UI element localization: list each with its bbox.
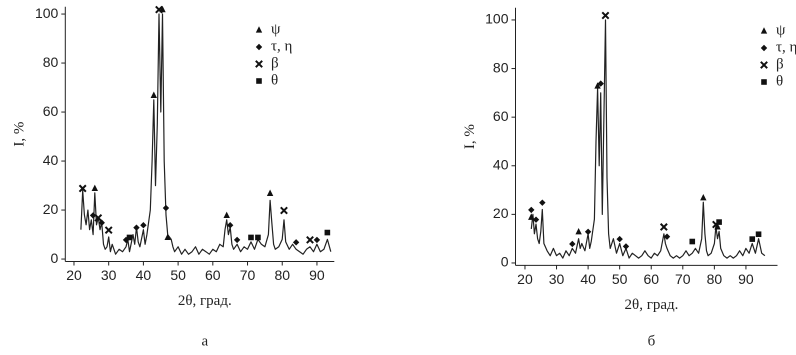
phase-marker bbox=[292, 239, 300, 246]
phase-marker bbox=[94, 213, 103, 222]
intensity-line bbox=[530, 19, 766, 259]
x-axis-label: 2θ, град. bbox=[625, 297, 679, 313]
x-tick-label: 70 bbox=[675, 271, 691, 287]
phase-marker bbox=[755, 231, 762, 238]
legend-marker bbox=[255, 60, 263, 68]
x-tick-label: 80 bbox=[274, 267, 290, 283]
phase-marker bbox=[91, 184, 99, 192]
caption: б bbox=[648, 333, 656, 349]
x-tick-label: 60 bbox=[205, 267, 221, 283]
phase-marker bbox=[584, 228, 592, 236]
phase-marker bbox=[597, 80, 604, 87]
legend-marker bbox=[255, 26, 263, 33]
phase-marker bbox=[528, 206, 535, 214]
legend-marker bbox=[255, 43, 263, 51]
x-tick-label: 30 bbox=[549, 271, 565, 287]
intensity-line bbox=[80, 13, 332, 255]
phase-marker bbox=[233, 236, 241, 244]
y-tick-label: 80 bbox=[493, 59, 509, 75]
phase-marker bbox=[226, 222, 234, 229]
phase-marker bbox=[255, 234, 261, 241]
phase-marker bbox=[89, 212, 97, 219]
legend-label: ψ bbox=[776, 22, 786, 38]
x-tick-label: 50 bbox=[612, 271, 628, 287]
x-tick-label: 20 bbox=[517, 271, 533, 287]
phase-marker bbox=[689, 238, 696, 245]
legend-label: ψ bbox=[271, 21, 281, 37]
y-tick-label: 20 bbox=[493, 205, 509, 221]
phase-marker bbox=[248, 234, 254, 241]
phase-marker bbox=[569, 240, 576, 248]
phase-marker bbox=[126, 234, 133, 241]
y-tick-label: 0 bbox=[51, 250, 59, 266]
y-axis-label: I, % bbox=[12, 122, 28, 147]
phase-marker bbox=[616, 235, 623, 243]
legend-label: β bbox=[776, 56, 784, 72]
x-tick-label: 20 bbox=[66, 267, 82, 283]
phase-marker bbox=[539, 199, 546, 206]
legend-label: θ bbox=[271, 72, 278, 88]
phase-marker bbox=[306, 235, 314, 244]
x-tick-label: 80 bbox=[707, 271, 723, 287]
phase-marker bbox=[150, 91, 158, 98]
phase-marker bbox=[749, 236, 756, 242]
phase-marker bbox=[266, 189, 274, 196]
legend-marker bbox=[760, 44, 768, 52]
legend-label: τ, η bbox=[776, 39, 796, 55]
phase-marker bbox=[313, 236, 321, 244]
legend-marker bbox=[760, 61, 768, 69]
y-tick-label: 0 bbox=[501, 254, 509, 270]
phase-marker bbox=[155, 5, 163, 14]
phase-marker bbox=[164, 233, 171, 241]
y-tick-label: 60 bbox=[493, 108, 509, 124]
y-axis-label: I, % bbox=[462, 124, 478, 149]
phase-marker bbox=[324, 229, 331, 236]
phase-marker bbox=[162, 204, 170, 212]
phase-marker bbox=[700, 193, 707, 201]
y-tick-label: 40 bbox=[493, 156, 509, 172]
legend-label: θ bbox=[776, 73, 783, 89]
caption: а bbox=[201, 333, 208, 349]
x-tick-label: 40 bbox=[580, 271, 596, 287]
phase-marker bbox=[528, 213, 535, 220]
x-tick-label: 40 bbox=[136, 267, 152, 283]
y-tick-label: 40 bbox=[43, 152, 59, 168]
legend-label: τ, η bbox=[271, 38, 293, 54]
x-tick-label: 90 bbox=[309, 267, 325, 283]
x-axis-label: 2θ, град. bbox=[178, 293, 232, 309]
y-tick-label: 20 bbox=[43, 201, 59, 217]
phase-marker bbox=[532, 216, 540, 223]
phase-marker bbox=[663, 233, 671, 240]
y-tick-label: 100 bbox=[35, 5, 59, 21]
x-tick-label: 50 bbox=[170, 267, 186, 283]
phase-marker bbox=[133, 224, 140, 231]
legend-label: β bbox=[271, 55, 279, 71]
y-tick-label: 80 bbox=[43, 54, 59, 70]
x-tick-label: 70 bbox=[240, 267, 256, 283]
phase-marker bbox=[104, 226, 113, 235]
phase-marker bbox=[659, 223, 668, 231]
phase-marker bbox=[575, 228, 582, 235]
y-tick-label: 100 bbox=[485, 11, 509, 27]
legend-marker bbox=[761, 79, 767, 85]
phase-marker bbox=[716, 219, 722, 225]
phase-marker bbox=[594, 82, 601, 89]
legend-marker bbox=[760, 27, 768, 34]
y-tick-label: 60 bbox=[43, 103, 59, 119]
legend-marker bbox=[256, 78, 262, 84]
phase-marker bbox=[78, 184, 87, 193]
phase-marker bbox=[223, 211, 230, 218]
phase-marker bbox=[601, 11, 610, 20]
x-tick-label: 60 bbox=[643, 271, 659, 287]
phase-marker bbox=[98, 219, 105, 226]
x-tick-label: 30 bbox=[101, 267, 117, 283]
x-tick-label: 90 bbox=[738, 271, 754, 287]
phase-marker bbox=[280, 206, 288, 215]
phase-marker bbox=[622, 243, 630, 250]
phase-marker bbox=[140, 222, 147, 229]
